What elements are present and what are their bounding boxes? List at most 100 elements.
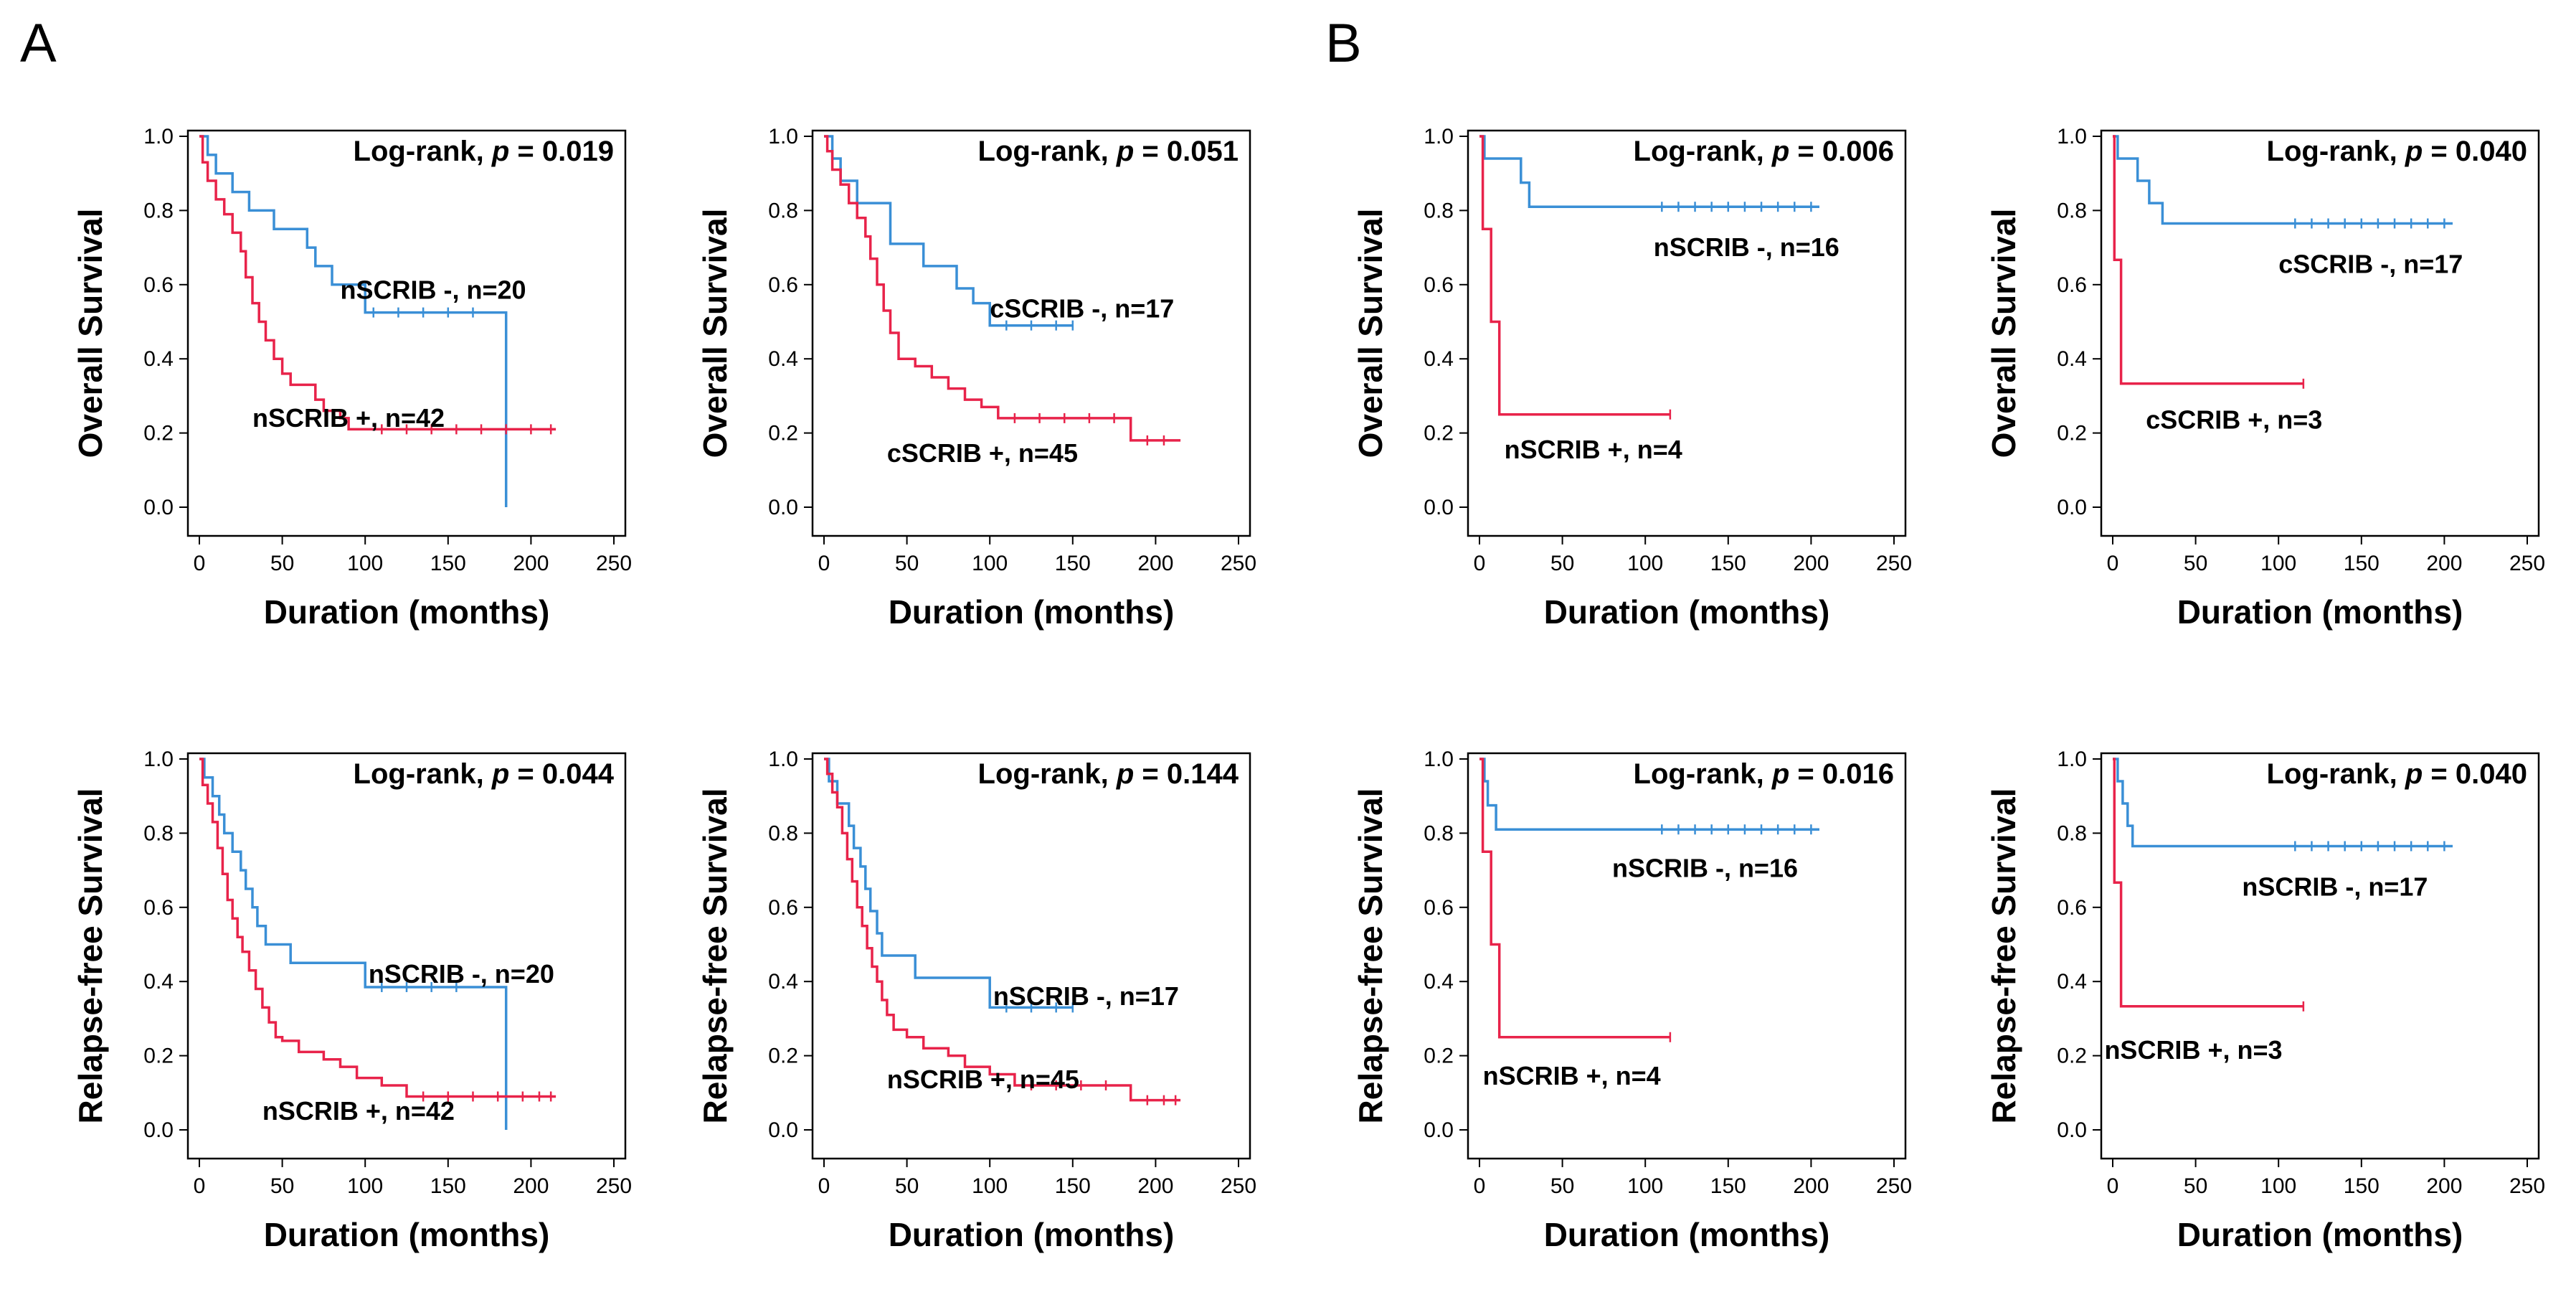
y-tick-label: 0.0 — [143, 496, 174, 519]
panel-label-b: B — [1325, 13, 1362, 74]
y-tick-label: 0.8 — [143, 821, 174, 845]
y-tick-label: 0.0 — [2057, 496, 2087, 519]
x-axis-title: Duration (months) — [2177, 593, 2463, 631]
y-tick-label: 0.6 — [768, 273, 798, 297]
y-tick-label: 0.6 — [143, 273, 174, 297]
y-tick-label: 0.2 — [2057, 422, 2087, 445]
x-tick-label: 100 — [2260, 552, 2296, 575]
x-tick-label: 100 — [347, 552, 383, 575]
y-tick-label: 0.8 — [143, 199, 174, 222]
y-tick-label: 0.6 — [1424, 896, 1454, 920]
series-label: cSCRIB +, n=3 — [2146, 405, 2322, 435]
x-tick-label: 50 — [2184, 1174, 2207, 1198]
km-curve — [1479, 758, 1819, 831]
x-tick-label: 0 — [2107, 1174, 2119, 1198]
chart-1: 0.0 0.2 0.4 0.6 0.8 1.0 0 50 100 150 200 250 Duratio… — [72, 125, 632, 631]
series-positive: nSCRIB +, n=45 — [824, 758, 1181, 1105]
plot-frame — [2100, 129, 2540, 537]
x-tick-label: 0 — [1474, 1174, 1486, 1198]
y-tick-label: 0.2 — [143, 1045, 174, 1068]
x-tick-label: 150 — [2344, 552, 2380, 575]
x-tick-label: 50 — [2184, 552, 2207, 575]
y-axis-title: Relapse-free Survival — [696, 788, 734, 1124]
series-label: nSCRIB -, n=17 — [2242, 872, 2428, 901]
x-tick-label: 150 — [2344, 1174, 2380, 1198]
series-label: nSCRIB +, n=3 — [2104, 1035, 2282, 1065]
x-tick-label: 100 — [1627, 552, 1663, 575]
x-tick-label: 150 — [1710, 552, 1746, 575]
y-tick-label: 0.8 — [768, 199, 798, 222]
y-tick-label: 0.2 — [1424, 1045, 1454, 1068]
series-negative: nSCRIB -, n=16 — [1479, 135, 1839, 262]
y-tick-label: 0.6 — [143, 896, 174, 920]
chart-3: 0.0 0.2 0.4 0.6 0.8 1.0 0 50 100 150 200 250 Duratio… — [1352, 125, 1912, 631]
y-tick-label: 0.0 — [143, 1118, 174, 1142]
x-tick-label: 200 — [513, 552, 549, 575]
y-tick-label: 0.0 — [768, 1118, 798, 1142]
y-tick-label: 0.0 — [768, 496, 798, 519]
x-tick-label: 0 — [818, 552, 830, 575]
y-tick-label: 1.0 — [143, 748, 174, 771]
x-tick-label: 100 — [2260, 1174, 2296, 1198]
y-tick-label: 1.0 — [1424, 125, 1454, 148]
x-axis-title: Duration (months) — [889, 593, 1175, 631]
series-label: nSCRIB +, n=42 — [252, 403, 445, 433]
logrank-annotation: Log-rank, p = 0.044 — [354, 758, 615, 790]
y-tick-label: 0.4 — [1424, 347, 1454, 371]
logrank-annotation: Log-rank, p = 0.040 — [2267, 758, 2527, 790]
x-tick-label: 250 — [2509, 1174, 2545, 1198]
logrank-value: = 0.040 — [2423, 136, 2527, 167]
chart-2: 0.0 0.2 0.4 0.6 0.8 1.0 0 50 100 150 200 250 Duratio… — [696, 125, 1256, 631]
chart-6: 0.0 0.2 0.4 0.6 0.8 1.0 0 50 100 150 200 250 Duratio… — [696, 748, 1256, 1253]
y-axis-title: Overall Survival — [1985, 209, 2022, 458]
logrank-value: = 0.006 — [1789, 136, 1894, 167]
x-axis-title: Duration (months) — [1544, 593, 1830, 631]
y-tick-label: 0.8 — [768, 821, 798, 845]
x-tick-label: 50 — [270, 552, 294, 575]
y-tick-label: 1.0 — [143, 125, 174, 148]
series-label: nSCRIB +, n=4 — [1483, 1061, 1661, 1090]
y-axis-title: Relapse-free Survival — [1985, 788, 2022, 1124]
logrank-p-symbol: p — [1771, 136, 1789, 167]
y-tick-label: 0.6 — [2057, 896, 2087, 920]
x-tick-label: 150 — [1055, 1174, 1091, 1198]
km-curve — [199, 135, 557, 431]
plot-frame — [186, 129, 627, 537]
x-tick-label: 200 — [2426, 552, 2462, 575]
logrank-p-symbol: p — [2405, 136, 2423, 167]
x-tick-label: 250 — [596, 1174, 632, 1198]
plot-frame — [2100, 752, 2540, 1160]
series-positive: cSCRIB +, n=3 — [2113, 135, 2322, 435]
y-axis-title: Overall Survival — [696, 209, 734, 458]
y-tick-label: 1.0 — [768, 748, 798, 771]
x-tick-label: 200 — [1793, 1174, 1829, 1198]
x-tick-label: 250 — [596, 552, 632, 575]
y-tick-label: 0.2 — [1424, 422, 1454, 445]
y-tick-label: 0.0 — [2057, 1118, 2087, 1142]
y-tick-label: 0.0 — [1424, 496, 1454, 519]
series-label: cSCRIB +, n=45 — [887, 438, 1078, 468]
y-axis-title: Relapse-free Survival — [1352, 788, 1389, 1124]
x-tick-label: 150 — [430, 1174, 466, 1198]
series-negative: nSCRIB -, n=16 — [1479, 758, 1819, 883]
logrank-value: = 0.019 — [509, 136, 614, 167]
x-tick-label: 200 — [1137, 552, 1173, 575]
x-tick-label: 200 — [2426, 1174, 2462, 1198]
km-curve — [1479, 135, 1670, 416]
logrank-prefix: Log-rank, — [354, 758, 492, 790]
logrank-p-symbol: p — [491, 758, 509, 790]
logrank-p-symbol: p — [1771, 758, 1789, 790]
plot-frame — [811, 752, 1251, 1160]
x-tick-label: 0 — [194, 1174, 206, 1198]
x-tick-label: 250 — [2509, 552, 2545, 575]
x-tick-label: 0 — [1474, 552, 1486, 575]
series-label: nSCRIB -, n=16 — [1612, 854, 1798, 883]
y-axis-title: Overall Survival — [72, 209, 109, 458]
y-tick-label: 0.2 — [768, 1045, 798, 1068]
logrank-p-symbol: p — [1116, 136, 1134, 167]
y-tick-label: 0.6 — [2057, 273, 2087, 297]
y-tick-label: 1.0 — [1424, 748, 1454, 771]
logrank-value: = 0.044 — [509, 758, 614, 790]
x-axis-title: Duration (months) — [264, 593, 550, 631]
y-tick-label: 0.0 — [1424, 1118, 1454, 1142]
